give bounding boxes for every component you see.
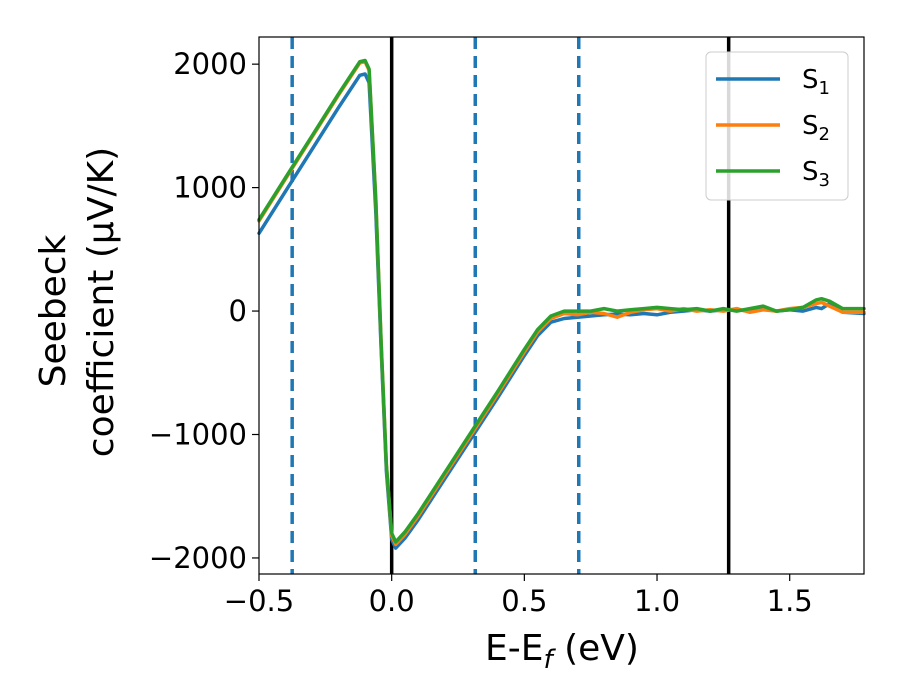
x-tick-label: 1.5 (767, 584, 813, 618)
x-axis-label: E-Ef (eV) (485, 628, 639, 675)
y-tick-label: −2000 (149, 541, 247, 575)
plot-frame (258, 36, 865, 575)
x-tick-label: −0.5 (224, 584, 294, 618)
x-tick-label: 1.0 (634, 584, 680, 618)
legend-label-S1: S1 (802, 65, 830, 99)
x-axis-ticks: −0.5 0.0 0.5 1.0 1.5 (224, 574, 813, 618)
legend: S1 S2 S3 (705, 51, 849, 201)
legend-label-S2: S2 (802, 111, 830, 145)
y-axis-label-line1: Seebeck (33, 234, 74, 387)
y-tick-label: 2000 (173, 47, 247, 81)
y-tick-label: −1000 (149, 418, 247, 452)
series-line-S3 (257, 58, 866, 544)
legend-label-S3: S3 (802, 157, 830, 191)
series-lines (257, 58, 866, 550)
x-tick-label: 0.5 (501, 584, 547, 618)
y-tick-label: 0 (229, 294, 247, 328)
y-tick-label: 1000 (173, 171, 247, 205)
y-axis-label: Seebeck coefficient (μV/K) (33, 147, 122, 457)
x-tick-label: 0.0 (369, 584, 415, 618)
y-axis-label-line2: coefficient (μV/K) (81, 147, 122, 457)
y-axis-ticks: 2000 1000 0 −1000 −2000 (149, 47, 259, 575)
